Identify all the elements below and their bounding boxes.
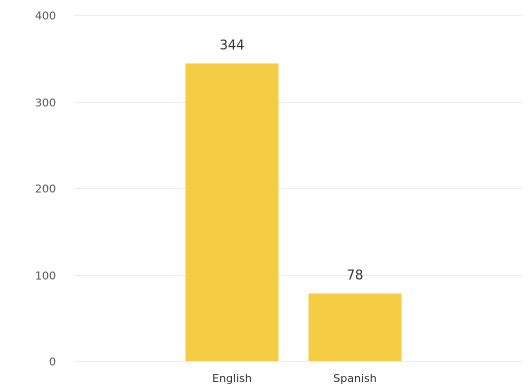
- y-axis-ticks: 0 100 200 300 400: [35, 10, 56, 369]
- gridlines: [74, 15, 522, 362]
- bar-english[interactable]: [185, 63, 279, 361]
- x-tick-label-english: English: [212, 372, 252, 385]
- bar-spanish[interactable]: [308, 293, 402, 361]
- y-tick-label: 300: [35, 97, 56, 110]
- x-axis-ticks: English Spanish: [212, 372, 377, 385]
- y-tick-label: 100: [35, 270, 56, 283]
- y-tick-label: 0: [49, 356, 56, 369]
- data-label-english: 344: [220, 38, 245, 53]
- data-labels: 344 78: [220, 38, 364, 283]
- x-tick-label-spanish: Spanish: [333, 372, 376, 385]
- bars: [185, 63, 402, 361]
- y-tick-label: 200: [35, 183, 56, 196]
- data-label-spanish: 78: [347, 269, 364, 284]
- y-tick-label: 400: [35, 10, 56, 23]
